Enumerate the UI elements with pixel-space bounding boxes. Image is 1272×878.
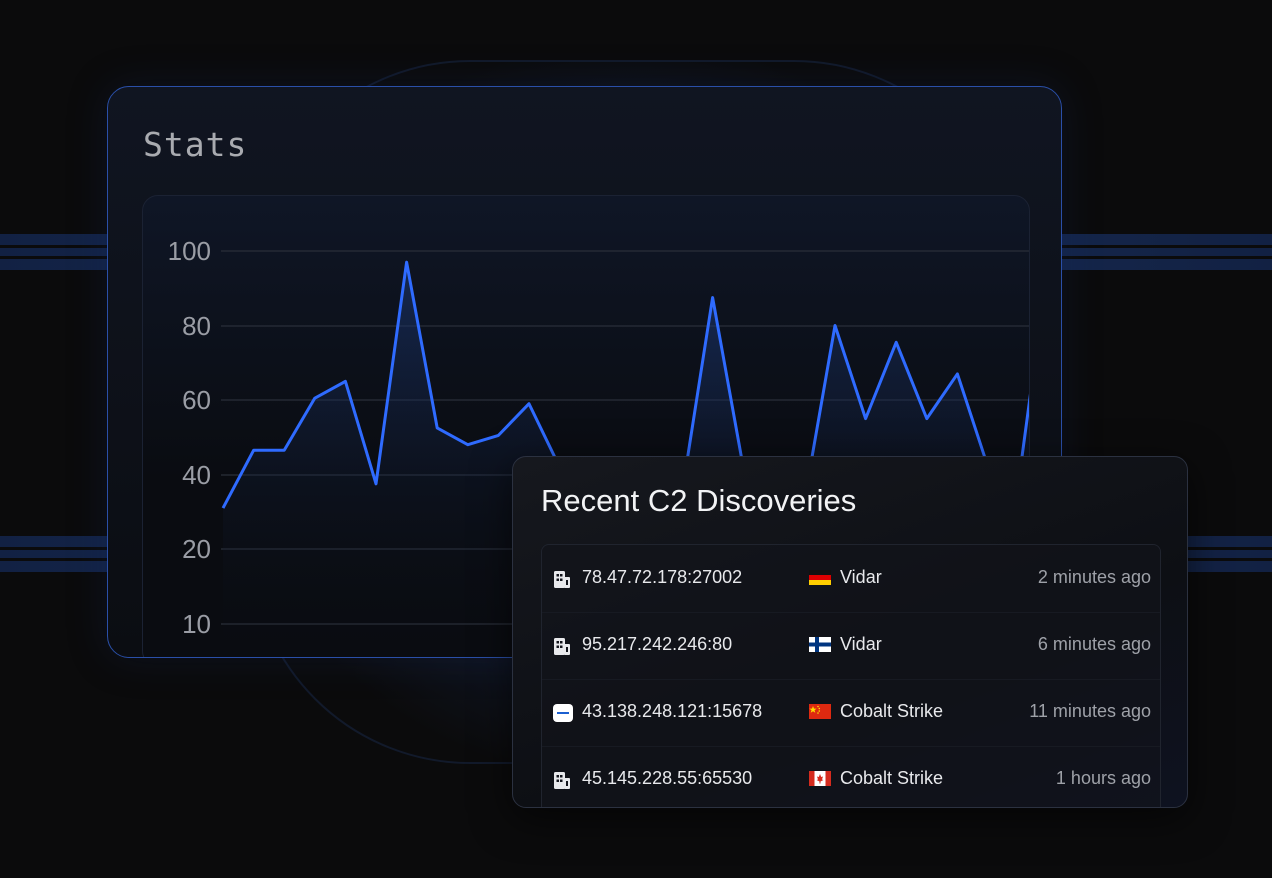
- discovery-time: 2 minutes ago: [1037, 567, 1151, 587]
- provider-logo-icon: [553, 703, 573, 723]
- y-tick-label: 10: [182, 609, 211, 639]
- malware-family: Vidar: [840, 567, 882, 587]
- recent-discoveries-card: Recent C2 Discoveries 78.47.72.178:27002…: [512, 456, 1188, 808]
- c2-address: 43.138.248.121:15678: [582, 701, 763, 721]
- discovery-row[interactable]: 95.217.242.246:80 Vidar 6 minutes ago: [542, 612, 1160, 680]
- discovery-time: 11 minutes ago: [1029, 701, 1151, 721]
- flag-de-icon: [809, 570, 831, 585]
- discovery-time: 1 hours ago: [1055, 768, 1151, 788]
- building-icon: [553, 636, 573, 656]
- y-tick-label: 20: [182, 534, 211, 564]
- flag-cn-icon: [809, 704, 831, 719]
- discovery-time: 6 minutes ago: [1037, 634, 1151, 654]
- malware-family: Cobalt Strike: [840, 701, 944, 721]
- recent-discoveries-title: Recent C2 Discoveries: [541, 483, 857, 518]
- discovery-row[interactable]: 43.138.248.121:15678 Cobalt Strike 11 mi…: [542, 679, 1160, 747]
- building-icon: [553, 770, 573, 790]
- c2-address: 45.145.228.55:65530: [582, 768, 753, 788]
- building-icon: [553, 569, 573, 589]
- flag-ca-icon: [809, 771, 831, 786]
- discovery-row[interactable]: 45.145.228.55:65530 Cobalt Strike 1 hour…: [542, 746, 1160, 807]
- malware-family: Vidar: [840, 634, 882, 654]
- series-line: [221, 260, 561, 509]
- c2-address: 78.47.72.178:27002: [582, 567, 743, 587]
- y-tick-label: 80: [182, 311, 211, 341]
- stats-title: Stats: [143, 125, 248, 164]
- y-tick-label: 40: [182, 460, 211, 490]
- discoveries-list: 78.47.72.178:27002 Vidar 2 minutes ago 9…: [541, 544, 1161, 807]
- series-line: [680, 296, 745, 494]
- y-tick-label: 100: [168, 236, 211, 266]
- flag-fi-icon: [809, 637, 831, 652]
- discovery-row[interactable]: 78.47.72.178:27002 Vidar 2 minutes ago: [542, 545, 1160, 613]
- malware-family: Cobalt Strike: [840, 768, 944, 788]
- series-line: [802, 324, 1029, 501]
- c2-address: 95.217.242.246:80: [582, 634, 733, 654]
- series-area: [223, 262, 560, 657]
- y-tick-label: 60: [182, 385, 211, 415]
